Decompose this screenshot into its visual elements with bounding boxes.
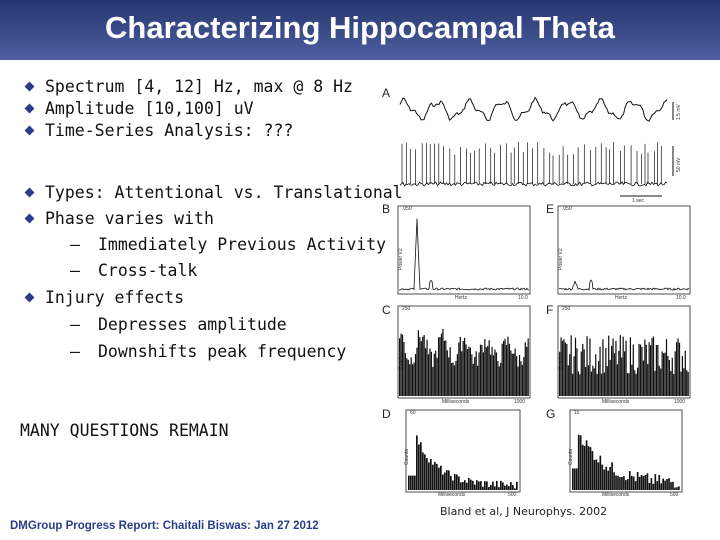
- interval-histogram-bars: [572, 434, 680, 490]
- citation-text: Bland et al, J Neurophys. 2002: [440, 505, 608, 518]
- spike-trace: [399, 142, 668, 187]
- panel-letter-g: G: [546, 407, 555, 421]
- sub-bullet-item: – Depresses amplitude: [70, 315, 287, 334]
- diamond-bullet-icon: [24, 213, 35, 224]
- panel-d-ylabel: Counts: [404, 449, 410, 465]
- panel-c-ylabel: Cnts/bin: [398, 351, 404, 370]
- sub-bullet-item: – Immediately Previous Activity: [70, 235, 387, 254]
- panel-b: .050 Power V2 Hertz 10.0: [397, 205, 531, 301]
- panel-e-xtick: 10.0: [676, 295, 686, 301]
- panel-d: 60 Counts Milliseconds 500: [404, 409, 521, 498]
- panel-g-xlabel: Milliseconds: [602, 492, 630, 498]
- bullet-item: Phase varies with: [24, 208, 214, 230]
- power-spectrum-line: [399, 218, 530, 291]
- panel-letter-a: A: [382, 86, 390, 100]
- slide-title: Characterizing Hippocampal Theta: [105, 10, 615, 45]
- panel-g-ylabel: Counts: [568, 449, 574, 465]
- panel-letter-e: E: [546, 202, 554, 216]
- time-scale-label: 1 sec: [632, 198, 644, 204]
- panel-g-xtick: 500: [670, 492, 679, 498]
- panel-letter-b: B: [382, 202, 390, 216]
- panel-d-xtick: 500: [508, 492, 517, 498]
- panel-g-ytick: 15: [574, 410, 580, 416]
- panel-b-xtick: 10.0: [518, 295, 528, 301]
- panel-f-xlabel: Milliseconds: [602, 399, 630, 405]
- panel-b-xlabel: Hertz: [455, 295, 467, 301]
- autocorrelogram-bars: [559, 335, 689, 396]
- panel-c-xlabel: Milliseconds: [442, 399, 470, 405]
- diamond-bullet-icon: [24, 292, 35, 303]
- panel-letter-f: F: [546, 303, 553, 317]
- bullet-item: Types: Attentional vs. Translational: [24, 182, 403, 204]
- interval-histogram-bars: [408, 435, 518, 490]
- scale-label-top: 1.5 mV: [676, 103, 682, 120]
- panel-f-ylabel: Cnts/bin: [558, 351, 564, 370]
- panel-letter-d: D: [382, 407, 391, 421]
- panel-d-xlabel: Milliseconds: [438, 492, 466, 498]
- diamond-bullet-icon: [24, 187, 35, 198]
- sub-bullet-item: – Cross-talk: [70, 261, 198, 280]
- diamond-bullet-icon: [24, 81, 35, 92]
- panel-b-ylabel: Power V2: [398, 248, 404, 270]
- panel-letter-c: C: [382, 303, 391, 317]
- panel-c-ytick: 250: [402, 306, 411, 312]
- panel-f: 250 Cnts/bin Milliseconds 1000: [557, 305, 691, 405]
- bullet-item: Amplitude [10,100] uV: [24, 98, 254, 120]
- panel-e: .050 Power V2 Hertz 10.0: [557, 205, 691, 301]
- panel-c: 250 Cnts/bin Milliseconds 1000: [397, 305, 531, 405]
- eeg-trace: [399, 96, 668, 122]
- diamond-bullet-icon: [24, 125, 35, 136]
- title-bar: [0, 0, 720, 60]
- figure-image: A B C D E F G 1.5 mV 50 mV 1 sec .050 Po…: [382, 86, 691, 498]
- bullet-item: Time-Series Analysis: ???: [24, 120, 293, 142]
- footer-text: DMGroup Progress Report: Chaitali Biswas…: [10, 520, 319, 532]
- bullet-item: Spectrum [4, 12] Hz, max @ 8 Hz: [24, 76, 353, 98]
- panel-b-ytick: .050: [402, 206, 412, 212]
- autocorrelogram-bars: [399, 328, 529, 396]
- panel-e-ytick: .050: [562, 206, 572, 212]
- callout-text: MANY QUESTIONS REMAIN: [20, 421, 229, 440]
- sub-bullet-item: – Downshifts peak frequency: [70, 342, 347, 361]
- panel-f-xtick: 1000: [674, 399, 685, 405]
- panel-e-xlabel: Hertz: [615, 295, 627, 301]
- bullet-item: Injury effects: [24, 287, 184, 309]
- panel-c-xtick: 1000: [514, 399, 525, 405]
- diamond-bullet-icon: [24, 103, 35, 114]
- panel-g: 15 Counts Milliseconds 500: [568, 409, 683, 498]
- panel-f-ytick: 250: [562, 306, 571, 312]
- panel-e-ylabel: Power V2: [558, 248, 564, 270]
- panel-d-ytick: 60: [410, 410, 416, 416]
- scale-label-bottom: 50 mV: [676, 157, 682, 172]
- power-spectrum-line: [558, 279, 690, 291]
